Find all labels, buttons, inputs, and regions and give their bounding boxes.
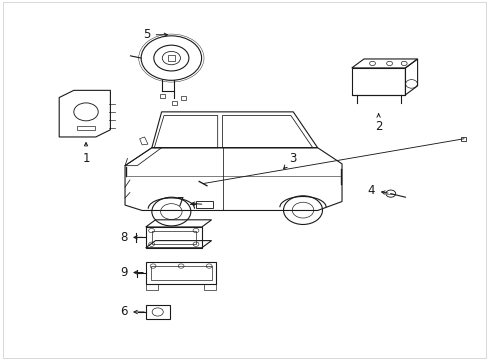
Bar [172,101,177,105]
Bar [145,305,169,319]
Text: 6: 6 [120,306,144,319]
Text: 9: 9 [120,266,143,279]
Text: 8: 8 [120,231,142,244]
Bar [77,126,95,130]
Bar [151,230,196,244]
Text: 7: 7 [177,196,202,209]
Bar [145,284,158,291]
Bar [145,262,216,284]
Bar [204,284,216,291]
Bar [160,94,164,98]
Text: 3: 3 [283,152,296,168]
Bar [150,266,211,280]
Bar [167,55,175,61]
Bar [195,201,213,208]
Text: 1: 1 [82,143,90,165]
Text: 5: 5 [143,28,167,41]
Text: 2: 2 [374,114,382,133]
Bar [461,137,466,140]
Text: 4: 4 [367,184,387,197]
Bar [181,96,185,100]
